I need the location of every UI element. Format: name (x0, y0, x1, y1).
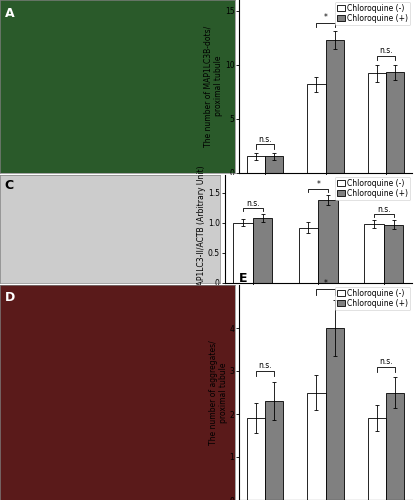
Bar (325, 328, 344, 500)
Bar (386, 72, 404, 172)
X-axis label: Starvation: Starvation (305, 188, 346, 196)
Bar (299, 228, 318, 282)
Text: n.s.: n.s. (379, 46, 393, 55)
Text: *: * (324, 13, 327, 22)
Text: A: A (5, 7, 14, 20)
Y-axis label: MAP1LC3-II/ACTB (Arbitrary Unit): MAP1LC3-II/ACTB (Arbitrary Unit) (197, 166, 206, 292)
Legend: Chloroquine (-), Chloroquine (+): Chloroquine (-), Chloroquine (+) (335, 176, 410, 201)
Text: n.s.: n.s. (258, 134, 272, 143)
Bar (265, 156, 283, 172)
Bar (368, 74, 386, 172)
Text: D: D (5, 292, 15, 304)
Bar (318, 200, 338, 282)
Bar (253, 218, 272, 282)
Bar (364, 224, 384, 282)
Bar (307, 392, 325, 500)
Bar (325, 40, 344, 172)
Legend: Chloroquine (-), Chloroquine (+): Chloroquine (-), Chloroquine (+) (335, 2, 410, 25)
Text: n.s.: n.s. (379, 356, 393, 366)
Text: *: * (324, 279, 327, 288)
Y-axis label: The number of MAP1LC3B-dots/
proximal tubule: The number of MAP1LC3B-dots/ proximal tu… (204, 26, 223, 147)
Legend: Chloroquine (-), Chloroquine (+): Chloroquine (-), Chloroquine (+) (335, 286, 410, 310)
Bar (247, 156, 265, 172)
Bar (265, 401, 283, 500)
Bar (368, 418, 386, 500)
Text: n.s.: n.s. (258, 361, 272, 370)
Bar (247, 418, 265, 500)
Text: n.s.: n.s. (246, 199, 260, 208)
Bar (384, 224, 404, 282)
Text: *: * (316, 180, 320, 189)
X-axis label: Starvation: Starvation (298, 298, 338, 306)
Text: C: C (5, 180, 14, 192)
Text: E: E (239, 272, 248, 285)
Bar (386, 392, 404, 500)
Text: n.s.: n.s. (377, 205, 391, 214)
Y-axis label: The number of aggregates/
proximal tubule: The number of aggregates/ proximal tubul… (209, 340, 228, 445)
Bar (233, 223, 253, 282)
Bar (307, 84, 325, 172)
